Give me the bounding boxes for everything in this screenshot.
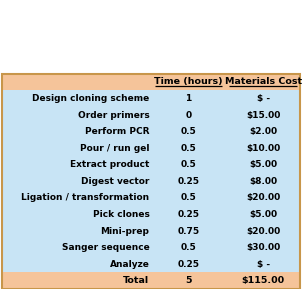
- Text: Mini-prep: Mini-prep: [101, 227, 149, 236]
- Text: 0.25: 0.25: [177, 177, 199, 186]
- Text: Pour / run gel: Pour / run gel: [80, 144, 149, 153]
- Bar: [2, 107, 151, 123]
- Bar: [226, 173, 300, 190]
- Bar: [151, 223, 226, 239]
- Bar: [151, 90, 226, 107]
- Bar: [151, 239, 226, 256]
- Bar: [2, 140, 151, 157]
- Bar: [151, 74, 226, 90]
- Bar: [2, 190, 151, 206]
- Text: $8.00: $8.00: [249, 177, 277, 186]
- Text: $30.00: $30.00: [246, 243, 280, 252]
- Text: 0.5: 0.5: [181, 127, 196, 136]
- Text: $15.00: $15.00: [246, 111, 280, 120]
- Bar: [151, 173, 226, 190]
- Bar: [151, 273, 226, 289]
- Bar: [226, 223, 300, 239]
- Bar: [226, 107, 300, 123]
- Bar: [2, 223, 151, 239]
- Bar: [226, 90, 300, 107]
- Text: 0.5: 0.5: [181, 193, 196, 202]
- Text: Extract product: Extract product: [70, 160, 149, 169]
- Text: $5.00: $5.00: [249, 210, 277, 219]
- Text: Ligation / transformation: Ligation / transformation: [21, 193, 149, 202]
- Bar: [226, 273, 300, 289]
- Text: 1: 1: [185, 94, 191, 103]
- Bar: [226, 74, 300, 90]
- Text: Design cloning scheme: Design cloning scheme: [32, 94, 149, 103]
- Bar: [226, 206, 300, 223]
- Bar: [151, 123, 226, 140]
- Bar: [226, 157, 300, 173]
- Bar: [226, 123, 300, 140]
- Text: 0.25: 0.25: [177, 210, 199, 219]
- Bar: [151, 206, 226, 223]
- Bar: [2, 74, 300, 289]
- Text: Total: Total: [123, 276, 149, 285]
- Text: 0.5: 0.5: [181, 160, 196, 169]
- Bar: [2, 239, 151, 256]
- Bar: [151, 107, 226, 123]
- Bar: [151, 140, 226, 157]
- Text: 0.75: 0.75: [177, 227, 199, 236]
- Text: 0: 0: [185, 111, 191, 120]
- Text: $10.00: $10.00: [246, 144, 280, 153]
- Text: $115.00: $115.00: [242, 276, 285, 285]
- Bar: [226, 239, 300, 256]
- Bar: [2, 74, 151, 90]
- Text: $5.00: $5.00: [249, 160, 277, 169]
- Bar: [2, 90, 151, 107]
- Bar: [151, 256, 226, 273]
- Bar: [226, 256, 300, 273]
- Bar: [226, 140, 300, 157]
- Text: Time (hours): Time (hours): [154, 77, 223, 86]
- Text: Analyze: Analyze: [110, 260, 149, 269]
- Text: 0.5: 0.5: [181, 243, 196, 252]
- Text: Order primers: Order primers: [78, 111, 149, 120]
- Text: Pick clones: Pick clones: [93, 210, 149, 219]
- Text: Perform PCR: Perform PCR: [85, 127, 149, 136]
- Bar: [2, 157, 151, 173]
- Text: Digest vector: Digest vector: [81, 177, 149, 186]
- Text: $20.00: $20.00: [246, 193, 280, 202]
- Bar: [2, 273, 151, 289]
- Text: 0.5: 0.5: [181, 144, 196, 153]
- Bar: [2, 173, 151, 190]
- Text: $ -: $ -: [257, 260, 270, 269]
- Bar: [2, 206, 151, 223]
- Bar: [2, 123, 151, 140]
- Bar: [2, 256, 151, 273]
- Text: 5: 5: [185, 276, 192, 285]
- Bar: [151, 190, 226, 206]
- Text: $2.00: $2.00: [249, 127, 277, 136]
- Text: 0.25: 0.25: [177, 260, 199, 269]
- Bar: [151, 157, 226, 173]
- Text: Materials Cost: Materials Cost: [225, 77, 302, 86]
- Text: Sanger sequence: Sanger sequence: [62, 243, 149, 252]
- Bar: [226, 190, 300, 206]
- Text: $ -: $ -: [257, 94, 270, 103]
- Text: $20.00: $20.00: [246, 227, 280, 236]
